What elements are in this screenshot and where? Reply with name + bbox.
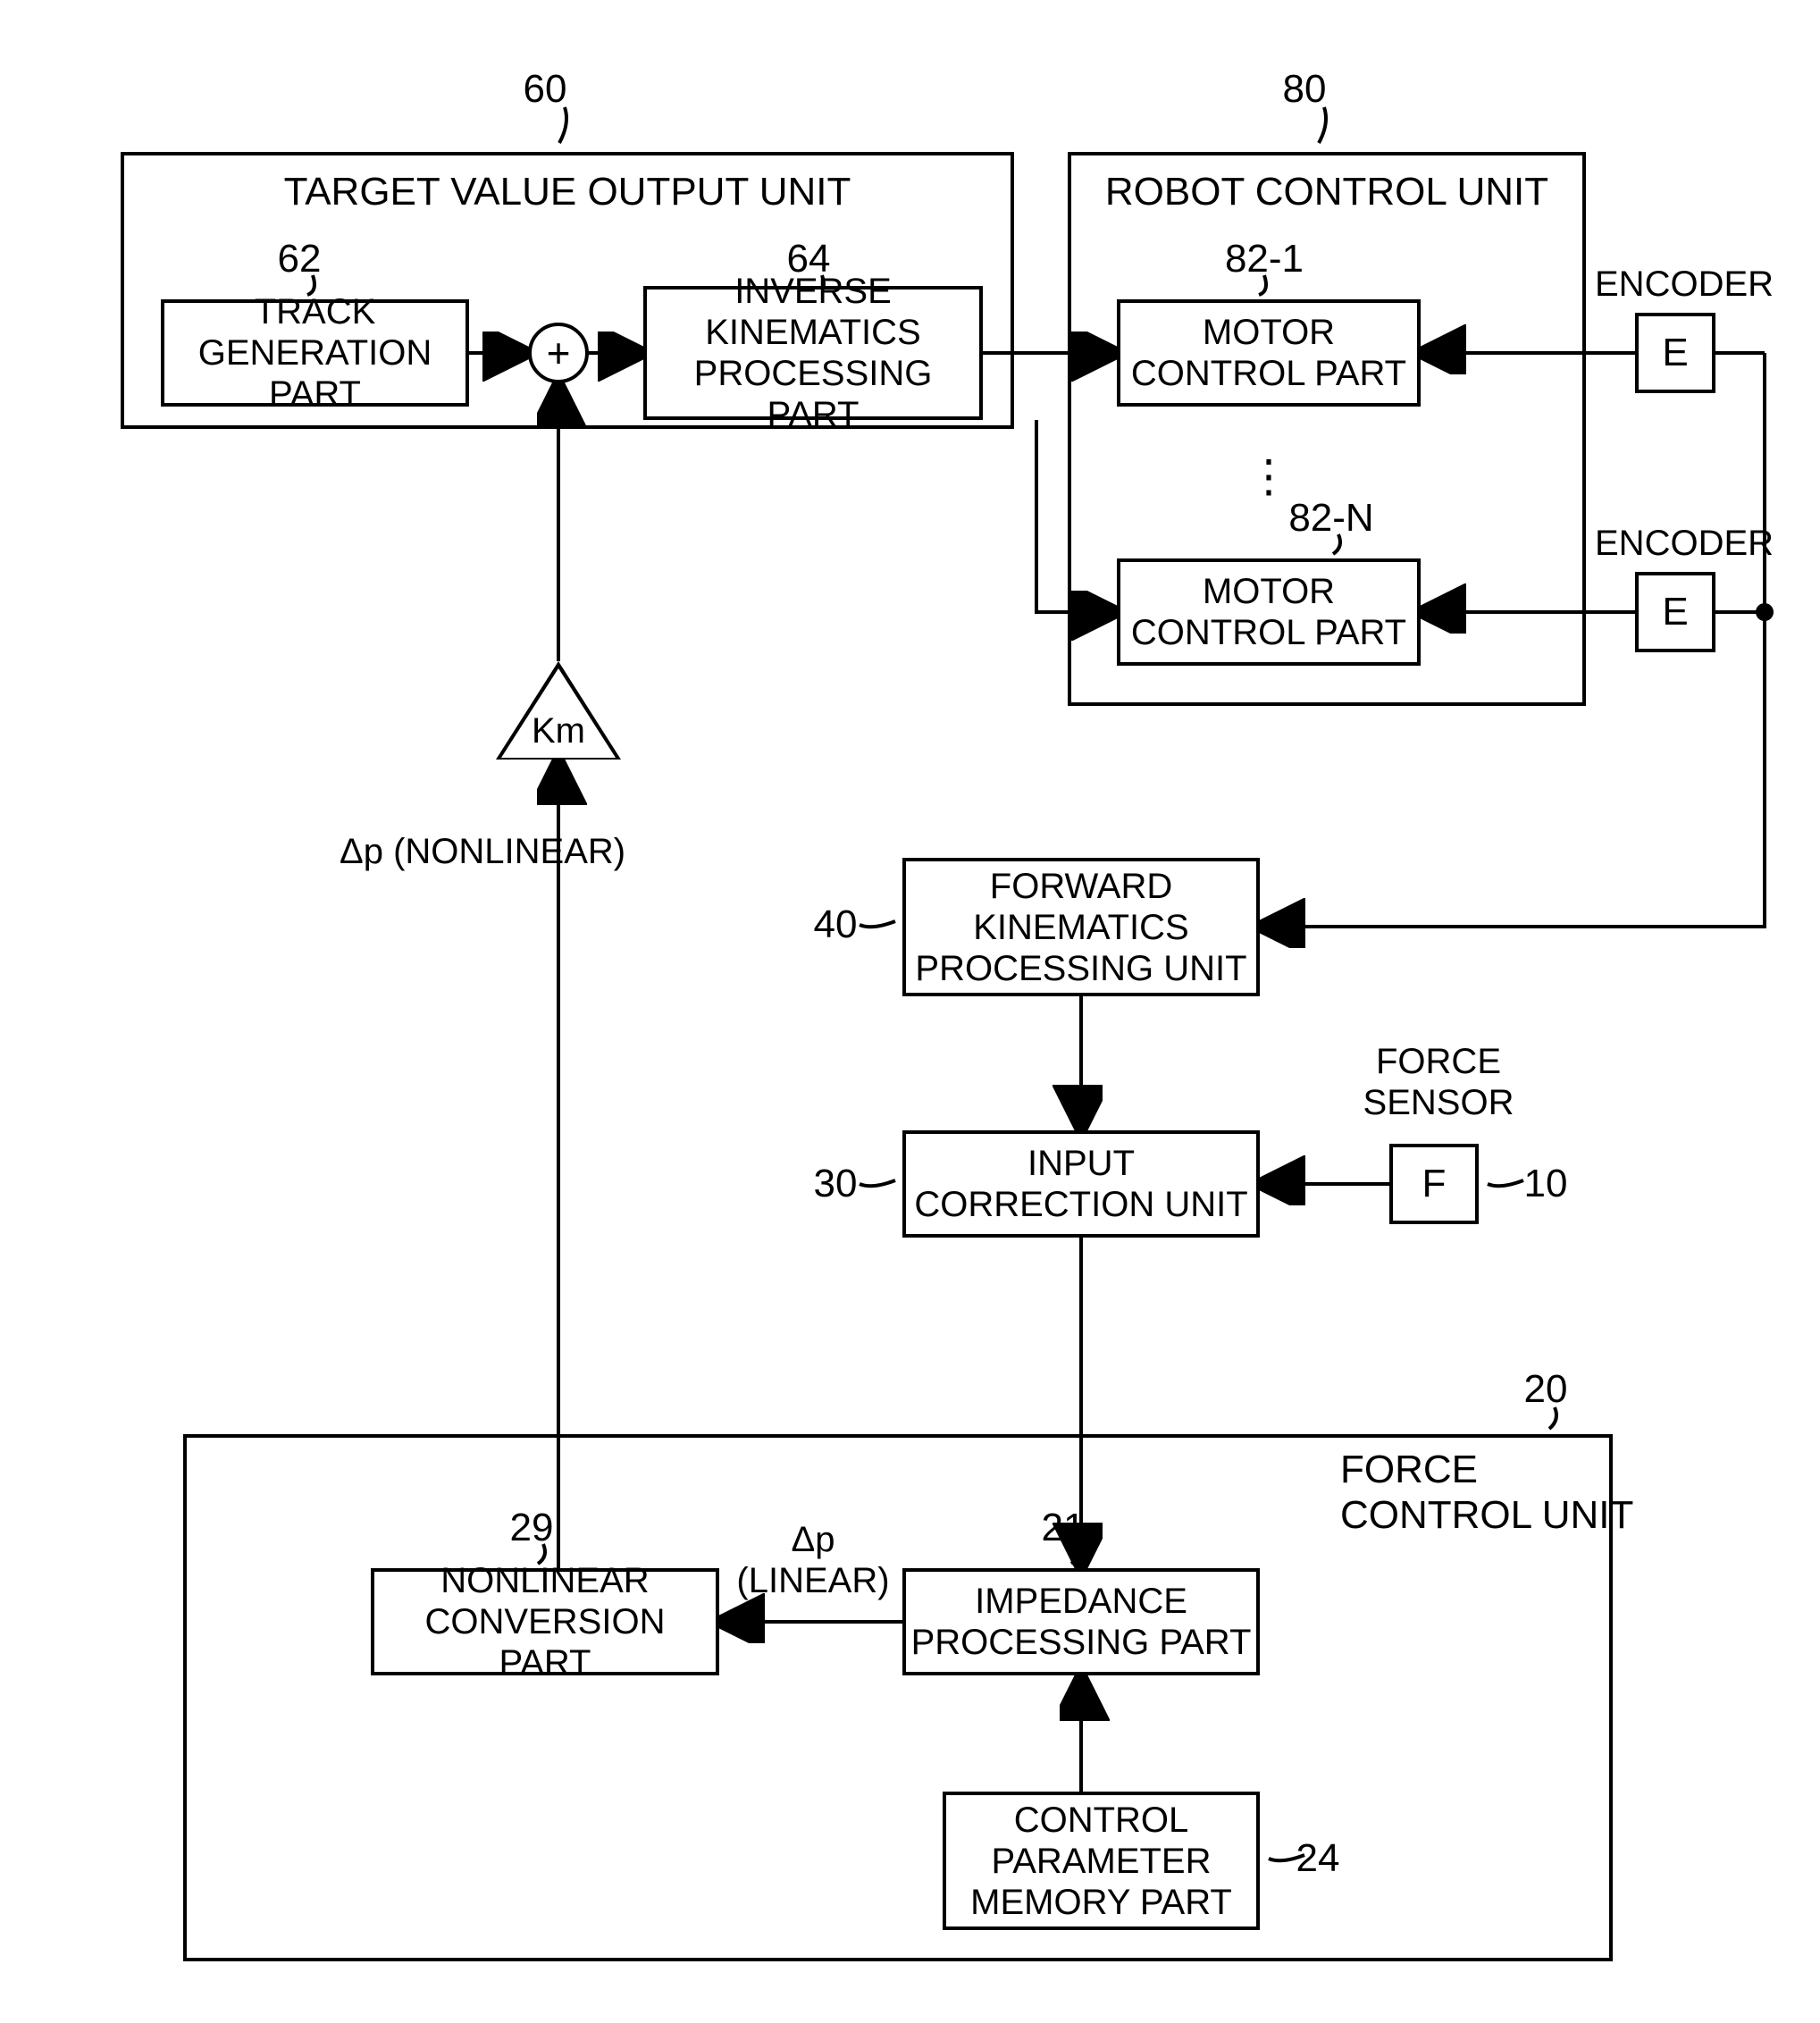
motor-control-part-1-number: 82-1 [1215,237,1313,282]
encoder-1-text: E [1662,331,1688,376]
motor-control-part-1-text: MOTOR CONTROL PART [1120,312,1417,394]
force-sensor-text: F [1422,1162,1447,1207]
force-control-unit-number: 20 [1519,1367,1573,1413]
control-parameter-memory-text: CONTROL PARAMETER MEMORY PART [946,1800,1256,1923]
encoder-2-label: ENCODER [1595,523,1774,564]
control-parameter-memory-number: 24 [1291,1836,1345,1882]
inverse-kinematics-number: 64 [782,237,835,282]
robot-control-unit-number: 80 [1278,67,1331,113]
nonlinear-conversion-text: NONLINEAR CONVERSION PART [374,1560,716,1683]
gain-km-text: Km [527,710,590,751]
encoder-2-block: E [1635,572,1715,652]
input-correction-text: INPUT CORRECTION UNIT [906,1143,1256,1225]
force-sensor-number: 10 [1519,1162,1573,1207]
encoder-1-label: ENCODER [1595,264,1774,305]
motor-control-part-1-block: MOTOR CONTROL PART [1117,299,1421,407]
track-generation-part-text: TRACK GENERATION PART [164,291,465,415]
target-value-output-unit-number: 60 [518,67,572,113]
delta-p-linear-label: Δp (LINEAR) [733,1519,893,1601]
delta-p-nonlinear-label: Δp (NONLINEAR) [340,831,652,872]
track-generation-part-block: TRACK GENERATION PART [161,299,469,407]
nonlinear-conversion-number: 29 [505,1506,558,1551]
inverse-kinematics-text: INVERSE KINEMATICS PROCESSING PART [647,271,979,435]
force-control-unit-title: FORCE CONTROL UNIT [1340,1448,1608,1538]
motor-control-part-n-text: MOTOR CONTROL PART [1120,571,1417,653]
impedance-processing-text: IMPEDANCE PROCESSING PART [906,1581,1256,1663]
inverse-kinematics-block: INVERSE KINEMATICS PROCESSING PART [643,286,983,420]
forward-kinematics-number: 40 [809,902,862,948]
encoder-2-text: E [1662,590,1688,635]
encoder-1-block: E [1635,313,1715,393]
track-generation-part-number: 62 [273,237,326,282]
motor-control-part-n-number: 82-N [1278,496,1385,541]
forward-kinematics-block: FORWARD KINEMATICS PROCESSING UNIT [902,858,1260,996]
motor-vdots: ⋮ [1246,451,1282,503]
impedance-processing-block: IMPEDANCE PROCESSING PART [902,1568,1260,1675]
forward-kinematics-text: FORWARD KINEMATICS PROCESSING UNIT [906,866,1256,989]
force-sensor-label: FORCE SENSOR [1358,1041,1519,1123]
target-value-output-unit-title: TARGET VALUE OUTPUT UNIT [121,170,1014,215]
force-sensor-block: F [1389,1144,1479,1224]
input-correction-block: INPUT CORRECTION UNIT [902,1130,1260,1238]
summing-junction: + [528,323,589,383]
control-parameter-memory-block: CONTROL PARAMETER MEMORY PART [943,1792,1260,1930]
summing-input-label-p: p [490,324,516,367]
robot-control-unit-title: ROBOT CONTROL UNIT [1068,170,1586,215]
input-correction-number: 30 [809,1162,862,1207]
motor-control-part-n-block: MOTOR CONTROL PART [1117,558,1421,666]
diagram-canvas: TARGET VALUE OUTPUT UNIT 60 ROBOT CONTRO… [0,0,1820,2023]
impedance-processing-number: 21 [1036,1506,1090,1551]
nonlinear-conversion-block: NONLINEAR CONVERSION PART [371,1568,719,1675]
